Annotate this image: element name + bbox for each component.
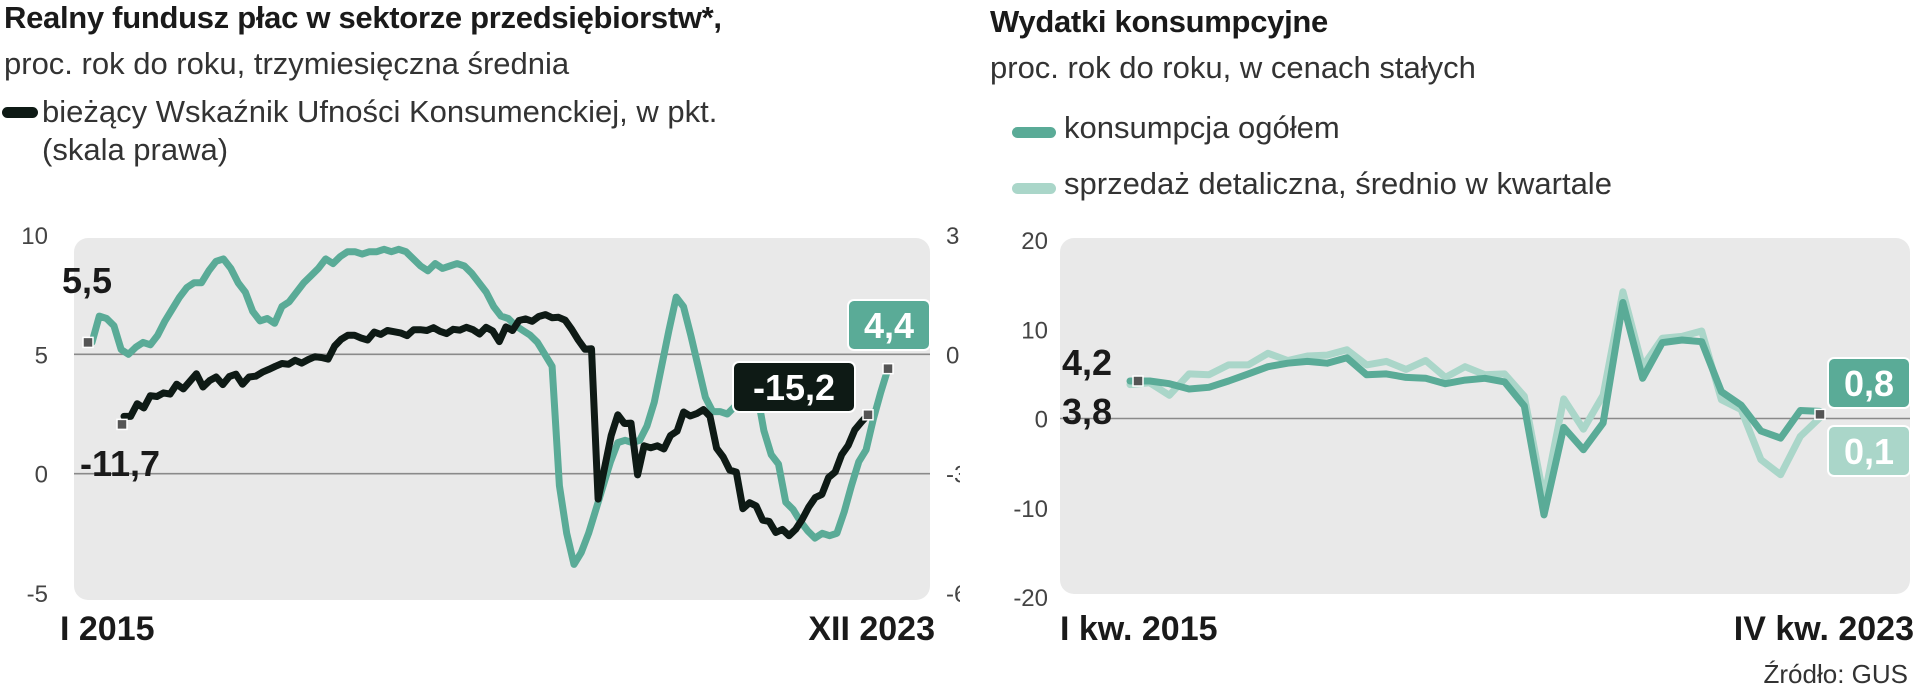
data-labels: 4,2 3,8 0,8 0,1 — [1062, 342, 1911, 477]
y-axis-right-ticks: 30 0 -30 -60 — [946, 223, 960, 608]
right-legend-item-consumption: konsumpcja ogółem — [1012, 110, 1712, 152]
data-label-retail-end-text: 0,1 — [1844, 431, 1894, 472]
left-chart-svg: 10 5 0 -5 30 0 -30 -60 5,5 -11,7 4,4 -15,2 I 2015… — [21, 223, 960, 648]
y-tick-2: 0 — [1035, 407, 1048, 434]
marker-wage-start — [82, 336, 94, 349]
legend-label-retail: sprzedaż detaliczna, średnio w kwartale — [1064, 166, 1612, 201]
legend-label-wuk: bieżący Wskaźnik Ufności Konsumenckiej, … — [42, 94, 718, 129]
legend-swatch-consumption — [1012, 127, 1056, 138]
data-label-consumption-start: 4,2 — [1062, 342, 1112, 383]
legend-label-wuk-scale: (skala prawa) — [42, 132, 229, 167]
left-chart-title: Realny fundusz płac w sektorze przedsięb… — [4, 0, 722, 35]
y-axis-ticks: 20 10 0 -10 -20 — [1013, 228, 1048, 612]
marker-wage-end — [882, 362, 894, 375]
y-tick-3: -10 — [1013, 496, 1048, 523]
source-note: Źródło: GUS — [1763, 659, 1909, 689]
right-chart-svg: 20 10 0 -10 -20 4,2 3,8 0,8 0,1 I kw. 2015 IV k… — [1013, 228, 1914, 648]
data-label-wuk-end: -15,2 — [732, 361, 856, 413]
data-label-wuk-end-box — [732, 361, 856, 413]
data-label-retail-end-box — [1827, 425, 1911, 477]
x-axis-start-label: I kw. 2015 — [1060, 610, 1218, 648]
y-tick-right-1: 0 — [946, 342, 959, 369]
left-chart-subtitle: proc. rok do roku, trzymiesięczna średni… — [4, 46, 570, 81]
y-axis-left-ticks: 10 5 0 -5 — [21, 223, 48, 608]
x-axis-end-label: XII 2023 — [808, 610, 935, 648]
data-label-wuk-start: -11,7 — [80, 443, 160, 484]
grid-lines — [74, 353, 930, 475]
right-chart-subtitle: proc. rok do roku, w cenach stałych — [990, 50, 1476, 85]
legend-swatch-wuk — [2, 107, 38, 118]
left-chart-panel: Realny fundusz płac w sektorze przedsięb… — [2, 0, 960, 648]
marker-consumption-end — [1814, 408, 1826, 421]
data-label-wage-end-box — [847, 299, 931, 351]
right-legend-item-retail: sprzedaż detaliczna, średnio w kwartale — [1012, 166, 1712, 208]
y-tick-4: -20 — [1013, 585, 1048, 612]
y-tick-left-1: 5 — [35, 342, 48, 369]
data-label-wage-end: 4,4 — [847, 299, 931, 351]
left-legend-item: bieżący Wskaźnik Ufności Konsumenckiej, … — [2, 92, 942, 172]
data-label-wage-start: 5,5 — [62, 260, 112, 301]
series-line-total-consumption — [1126, 299, 1824, 519]
y-tick-left-0: 10 — [21, 223, 48, 250]
y-tick-left-3: -5 — [27, 581, 48, 608]
plot-area-bg — [74, 238, 930, 600]
data-label-consumption-end-text: 0,8 — [1844, 363, 1894, 404]
legend-label-consumption: konsumpcja ogółem — [1064, 110, 1340, 145]
marker-consumption-start — [1132, 375, 1144, 387]
marker-wuk-start — [116, 418, 128, 431]
legend-swatch-retail — [1012, 183, 1056, 194]
x-axis-end-label: IV kw. 2023 — [1734, 610, 1914, 648]
right-chart-title: Wydatki konsumpcyjne — [990, 4, 1328, 39]
y-tick-right-0: 30 — [946, 223, 960, 250]
series-lines — [1126, 288, 1824, 519]
series-line-consumer-confidence — [120, 311, 872, 540]
y-tick-right-3: -60 — [946, 581, 960, 608]
data-label-consumption-end: 0,8 — [1827, 357, 1911, 409]
data-label-retail-end: 0,1 — [1827, 425, 1911, 477]
data-labels: 5,5 -11,7 4,4 -15,2 — [62, 260, 931, 484]
y-tick-left-2: 0 — [35, 462, 48, 489]
data-label-wage-end-text: 4,4 — [864, 305, 914, 346]
data-label-retail-start: 3,8 — [1062, 391, 1112, 432]
y-tick-1: 10 — [1021, 317, 1048, 344]
marker-wuk-end — [862, 409, 874, 421]
y-tick-0: 20 — [1021, 228, 1048, 255]
right-chart-panel: Wydatki konsumpcyjne proc. rok do roku, … — [990, 0, 1920, 696]
data-label-consumption-end-box — [1827, 357, 1911, 409]
x-axis-start-label: I 2015 — [60, 610, 155, 648]
y-tick-right-2: -30 — [946, 462, 960, 489]
plot-area-bg — [1060, 238, 1910, 594]
data-label-wuk-end-text: -15,2 — [753, 367, 835, 408]
